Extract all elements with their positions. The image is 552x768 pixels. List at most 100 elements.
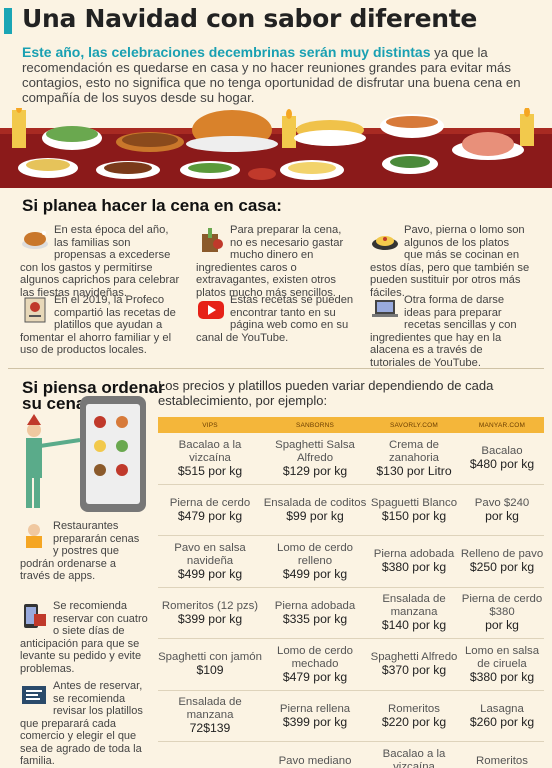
dish-price: por kg xyxy=(485,618,519,633)
order-tip-2: Se recomienda reservar con cuatro o siet… xyxy=(20,600,148,675)
dish-name: Ensalada de manzana xyxy=(382,593,446,619)
section-divider xyxy=(8,368,544,369)
home-tip-1: En esta época del año, las familias son … xyxy=(20,224,180,299)
dish-name: Bacalao xyxy=(481,445,523,458)
dish-price: $129 por kg xyxy=(282,463,348,478)
order-tip-1: Restaurantes prepararán cenas y postres … xyxy=(20,520,140,582)
phone-calendar-icon xyxy=(20,602,48,630)
home-tip-4: En el 2019, la Profeco compartió las rec… xyxy=(20,294,176,356)
menu-board-icon xyxy=(20,682,48,710)
dish-name: Pavo mediano xyxy=(278,754,352,767)
table-cell: Bacalao a la vizcaína $515 por kg xyxy=(158,439,262,478)
table-cell: Lomo de cerdo relleno $499 por kg xyxy=(262,542,368,581)
youtube-icon xyxy=(196,294,226,324)
dish-price: $130 por Litro xyxy=(376,463,452,478)
dish-name: Ensalada de coditos xyxy=(263,496,367,509)
column-header: SANBORNS xyxy=(295,421,335,429)
ingredients-bag-icon xyxy=(196,224,226,254)
dish-name: Bacalao a la vizcaína xyxy=(178,438,242,464)
dish-name: Pierna rellena xyxy=(279,702,351,715)
recipe-book-icon xyxy=(20,294,50,324)
intro-rest: ya que la recomendación es quedarse en c… xyxy=(22,45,521,105)
home-tip-3: Pavo, pierna o lomo son algunos de los p… xyxy=(370,224,530,299)
dish-name: Pierna de cerdo xyxy=(169,496,251,509)
table-cell: Ensalada de coditos $99 por kg xyxy=(262,497,368,523)
spaghetti-plate-icon xyxy=(370,224,400,254)
dish-name: Relleno de pavo xyxy=(460,548,544,561)
page-title: Una Navidad con sabor diferente xyxy=(22,4,478,33)
dish-price: $380 por kg xyxy=(381,560,447,575)
table-cell: Pavo mediano$1,299 por kg xyxy=(262,755,368,768)
dish-name: Spaghetti Salsa Alfredo xyxy=(275,438,355,464)
table-cell: Romeritos (12 pzs) $399 por kg xyxy=(158,600,262,626)
dish-name: Romeritos (12 pzs) xyxy=(161,599,259,612)
tablet-order-illustration xyxy=(26,396,146,512)
order-tip-3: Antes de reservar, se recomienda revisar… xyxy=(20,680,143,767)
price-table: VIPS SANBORNS SAVORLY.COM MANYAR.COM Bac… xyxy=(158,417,544,768)
table-cell: Spaghetti con jamón $109 xyxy=(158,651,262,677)
dish-name: Lasagna xyxy=(480,702,524,715)
column-header: VIPS xyxy=(202,421,218,429)
dish-name: Lomo de cerdo relleno xyxy=(277,541,353,567)
table-cell: Spaghetti Salsa Alfredo $129 por kg xyxy=(262,439,368,478)
dish-name: Pavo $240 xyxy=(474,496,530,509)
dish-name: Spaghetti Alfredo xyxy=(370,651,458,664)
dish-name: Pierna de cerdo $380 xyxy=(461,593,543,619)
table-cell: Spaghetti Alfredo $370 por kg xyxy=(368,651,460,677)
table-cell: Pierna adobada $380 por kg xyxy=(368,548,460,574)
dish-name: Lomo de cerdo mechado xyxy=(277,644,353,670)
table-body: Bacalao a la vizcaína $515 por kg Spaghett… xyxy=(158,433,544,768)
dish-price: $479 por kg xyxy=(282,669,348,684)
table-cell: Bacalao a la vizcaína$320 por kg xyxy=(368,748,460,768)
intro-paragraph: Este año, las celebraciones decembrinas … xyxy=(22,44,542,106)
dish-price: $220 por kg xyxy=(381,714,447,729)
dish-name: Romeritos xyxy=(476,754,528,767)
title-bar: Una Navidad con sabor diferente xyxy=(4,4,548,36)
dish-price: $479 por kg xyxy=(177,508,243,523)
roast-turkey-icon xyxy=(20,224,50,254)
table-row: Spaghetti con jamón $109 Lomo de cerdo mec… xyxy=(158,639,544,691)
dish-name: Spaguetti Blanco xyxy=(370,496,458,509)
home-tip-6: Otra forma de darse ideas para preparar … xyxy=(370,294,517,369)
dish-price: $99 por kg xyxy=(286,508,344,523)
table-cell: Lasagna $260 por kg xyxy=(460,703,544,729)
order-section-heading: Si piensa ordenar su cena: xyxy=(22,378,165,413)
christmas-dinner-banner xyxy=(0,108,552,188)
table-row: Ensalada de manzana 72$139 Pierna rellena $… xyxy=(158,691,544,742)
table-cell: Pierna adobada $335 por kg xyxy=(262,600,368,626)
table-cell: Pierna de cerdo $479 por kg xyxy=(158,497,262,523)
table-cell: Ensalada de manzana $140 por kg xyxy=(368,593,460,632)
table-cell: Lomo en salsa de ciruela $380 por kg xyxy=(460,645,544,684)
home-tip-2: Para preparar la cena, no es necesario g… xyxy=(196,224,344,299)
dish-name: Ensalada de manzana xyxy=(178,696,242,722)
dish-price: 72$139 xyxy=(189,721,231,736)
dish-price: $250 por kg xyxy=(469,560,535,575)
dish-price: $499 por kg xyxy=(177,566,243,581)
dish-price: $399 por kg xyxy=(282,714,348,729)
dish-price: $109 xyxy=(196,663,224,678)
dish-price: $335 por kg xyxy=(282,611,348,626)
dish-name: Pavo en salsa navideña xyxy=(174,541,246,567)
table-header: VIPS SANBORNS SAVORLY.COM MANYAR.COM xyxy=(158,417,544,433)
price-intro-text: Los precios y platillos pueden variar de… xyxy=(158,378,494,408)
table-cell: Ensalada de manzana 72$139 xyxy=(158,696,262,735)
column-header: MANYAR.COM xyxy=(478,421,526,429)
dish-price: $260 por kg xyxy=(469,714,535,729)
table-cell: Romeritos $220 por kg xyxy=(368,703,460,729)
table-cell: Pavo en salsa navideña $499 por kg xyxy=(158,542,262,581)
dish-name: Lomo en salsa de ciruela xyxy=(464,644,540,670)
table-cell: Pierna rellena $399 por kg xyxy=(262,703,368,729)
table-cell: Bacalao $480 por kg xyxy=(460,445,544,471)
dish-name: Pierna adobada xyxy=(274,599,356,612)
table-cell: Romeritos$260 por kg xyxy=(460,755,544,768)
dish-price: $380 por kg xyxy=(469,669,535,684)
table-row: Pavo en salsa navideña $499 por kg Lomo de… xyxy=(158,536,544,588)
dish-price: $480 por kg xyxy=(469,457,535,472)
table-cell: Pavo $240 por kg xyxy=(460,497,544,523)
table-cell: Pierna de cerdo $380 por kg xyxy=(460,593,544,632)
table-cell: Spaguetti Blanco $150 por kg xyxy=(368,497,460,523)
table-cell: Crema de zanahoria $130 por Litro xyxy=(368,439,460,478)
title-accent-bar xyxy=(4,8,12,34)
dish-name: Romeritos xyxy=(388,702,440,715)
intro-highlight: Este año, las celebraciones decembrinas … xyxy=(22,44,431,60)
